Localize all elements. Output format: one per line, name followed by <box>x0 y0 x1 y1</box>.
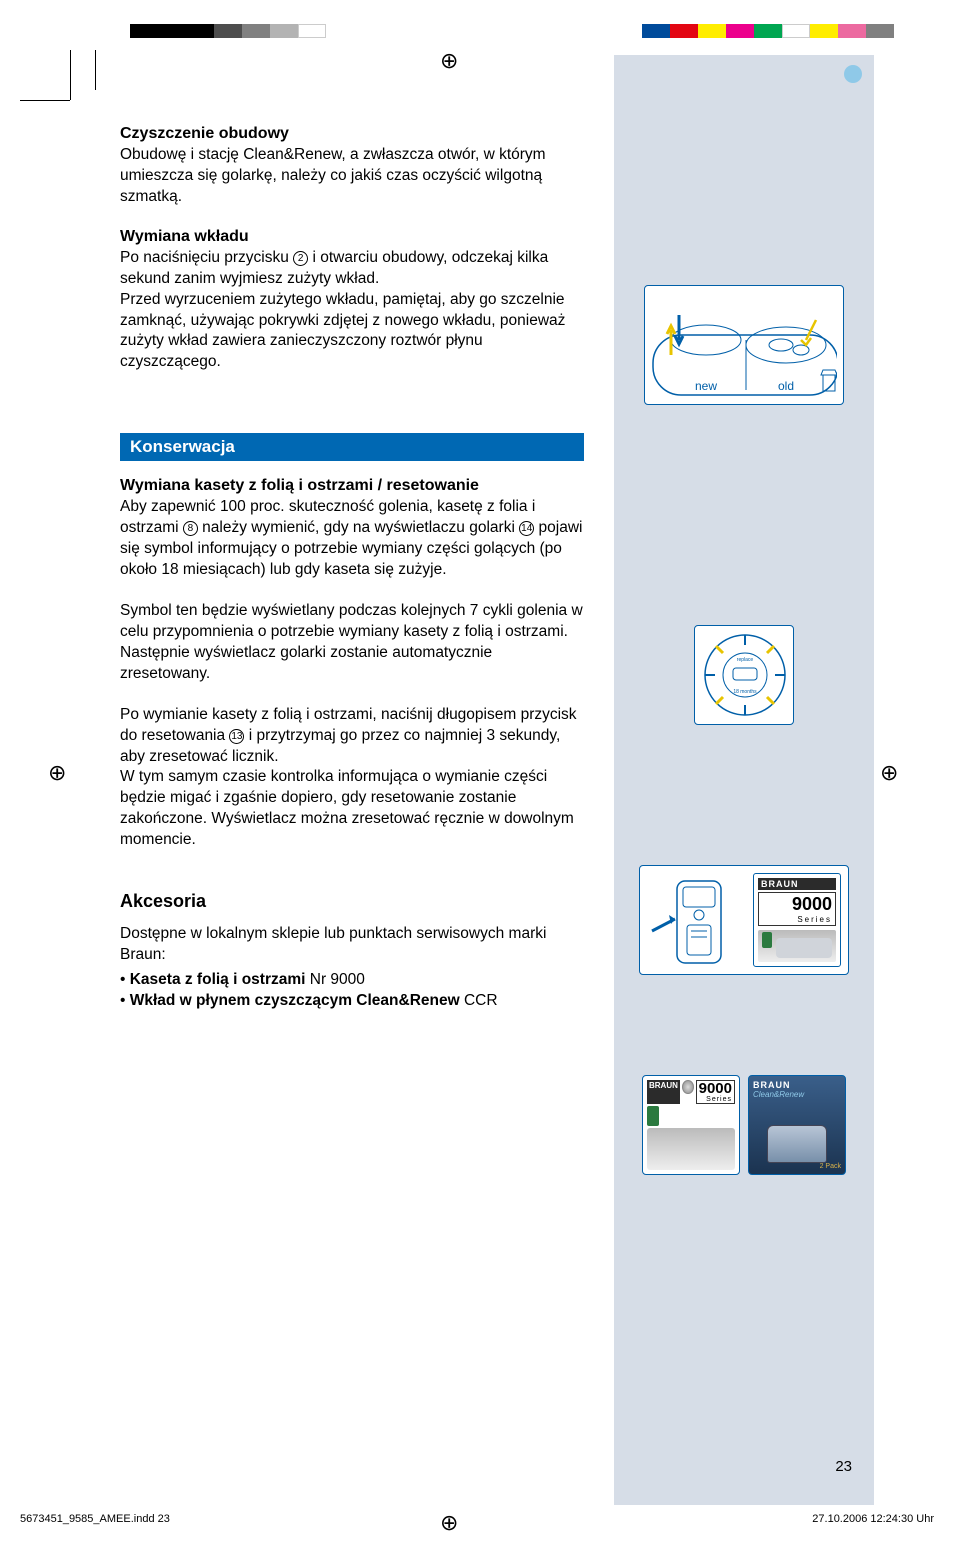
crop-mark <box>70 50 71 100</box>
heading-wymiana-wkladu: Wymiana wkładu <box>120 228 584 246</box>
registration-target-icon: ⊕ <box>440 1510 458 1536</box>
footer-filename: 5673451_9585_AMEE.indd 23 <box>20 1513 170 1525</box>
list-item: Kaseta z folią i ostrzami Nr 9000 <box>120 970 584 991</box>
text: Po naciśnięciu przycisku <box>120 249 293 266</box>
figure-cartridge-replace: new old <box>644 285 844 405</box>
circled-13-icon: 13 <box>229 729 244 744</box>
section-konserwacja: Wymiana kasety z folią i ostrzami / rese… <box>120 477 584 851</box>
circled-8-icon: 8 <box>183 521 198 536</box>
registration-target-icon: ⊕ <box>48 760 66 786</box>
section-cartridge-replace: Wymiana wkładu Po naciśnięciu przycisku … <box>120 228 584 374</box>
pack-foil: BRAUN 9000 Series <box>642 1075 740 1175</box>
heading-akcesoria: Akcesoria <box>120 891 584 912</box>
pack-number: 9000 <box>762 894 832 915</box>
section-akcesoria: Akcesoria Dostępne w lokalnym sklepie lu… <box>120 891 584 1012</box>
pack-series: Series <box>699 1096 732 1103</box>
illustration-column: new old replace 18 months <box>614 55 874 1505</box>
brand-label: BRAUN <box>758 878 836 890</box>
section-box-konserwacja: Konserwacja <box>120 433 584 461</box>
text: Nr 9000 <box>305 971 364 988</box>
svg-text:replace: replace <box>737 657 754 663</box>
section-cleaning-housing: Czyszczenie obudowy Obudowę i stację Cle… <box>120 125 584 208</box>
body-kaseta-1: Aby zapewnić 100 proc. skuteczność golen… <box>120 497 584 581</box>
registration-area: ⊕ <box>0 0 954 55</box>
text: Kaseta z folią i ostrzami <box>130 971 306 988</box>
text: Wkład w płynem czyszczącym Clean&Renew <box>130 992 460 1009</box>
clean-label: Clean&Renew <box>753 1090 804 1099</box>
reset-svg-icon <box>647 871 747 969</box>
svg-text:new: new <box>695 379 717 393</box>
body-wymiana-2: Przed wyrzuceniem zużytego wkładu, pamię… <box>120 290 584 374</box>
figure-reset-pack: BRAUN 9000 Series <box>639 865 849 975</box>
page-number: 23 <box>835 1458 864 1475</box>
pack-number: 9000 <box>699 1081 732 1096</box>
brand-label: BRAUN <box>647 1080 680 1104</box>
pack-series: Series <box>762 915 832 924</box>
circled-2-icon: 2 <box>293 251 308 266</box>
pack-cleanrenew: BRAUN Clean&Renew 2 Pack <box>748 1075 846 1175</box>
dial-svg-icon: replace 18 months <box>701 631 787 719</box>
body-kaseta-4: W tym samym czasie kontrolka informująca… <box>120 767 584 851</box>
body-czyszczenie: Obudowę i stację Clean&Renew, a zwłaszcz… <box>120 145 584 208</box>
registration-target-icon: ⊕ <box>880 760 898 786</box>
registration-target-icon: ⊕ <box>440 48 458 74</box>
svg-text:old: old <box>778 379 794 393</box>
heading-kaseta: Wymiana kasety z folią i ostrzami / rese… <box>120 477 584 495</box>
body-wymiana-1: Po naciśnięciu przycisku 2 i otwarciu ob… <box>120 248 584 290</box>
print-footer: 5673451_9585_AMEE.indd 23 27.10.2006 12:… <box>0 1505 954 1533</box>
footer-timestamp: 27.10.2006 12:24:30 Uhr <box>812 1513 934 1525</box>
accessory-list: Kaseta z folią i ostrzami Nr 9000 Wkład … <box>120 970 584 1012</box>
text: należy wymienić, gdy na wyświetlaczu gol… <box>198 519 519 536</box>
text: CCR <box>460 992 498 1009</box>
brand-label: BRAUN <box>753 1080 791 1090</box>
text-column: Czyszczenie obudowy Obudowę i stację Cle… <box>120 55 614 1505</box>
body-kaseta-3: Po wymianie kasety z folią i ostrzami, n… <box>120 705 584 768</box>
crop-mark <box>20 100 70 101</box>
body-akcesoria: Dostępne w lokalnym sklepie lub punktach… <box>120 924 584 966</box>
figure-accessory-packs: BRAUN 9000 Series BRAUN Clean&Renew 2 Pa <box>614 1075 874 1175</box>
figure-indicator-dial: replace 18 months <box>694 625 794 725</box>
page-content: Czyszczenie obudowy Obudowę i stację Cle… <box>0 55 954 1505</box>
svg-text:18 months: 18 months <box>733 689 757 695</box>
cartridge-svg-icon: new old <box>651 290 837 400</box>
body-kaseta-2: Symbol ten będzie wyświetlany podczas ko… <box>120 601 584 685</box>
list-item: Wkład w płynem czyszczącym Clean&Renew C… <box>120 991 584 1012</box>
heading-czyszczenie: Czyszczenie obudowy <box>120 125 584 143</box>
crop-mark <box>95 50 96 90</box>
color-bar <box>0 24 954 38</box>
circled-14-icon: 14 <box>519 521 534 536</box>
pack-9000: BRAUN 9000 Series <box>753 873 841 967</box>
